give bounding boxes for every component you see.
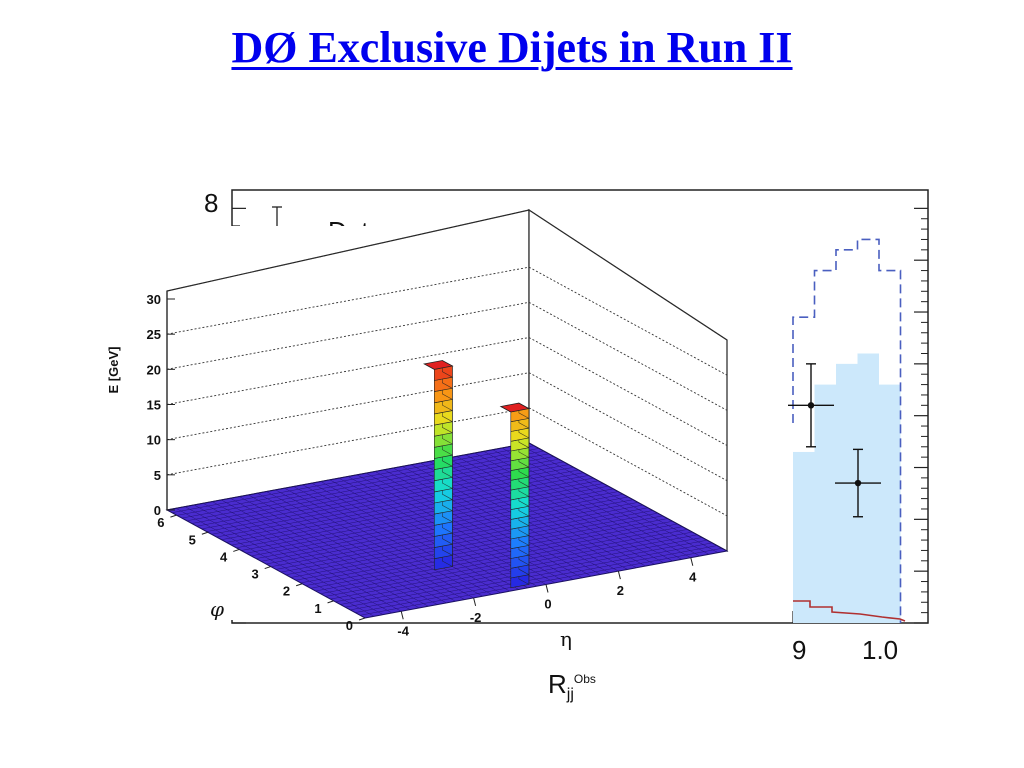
floor-grid-line	[365, 472, 565, 582]
y-tick-label: 8	[204, 188, 218, 218]
floor-grid-line	[465, 454, 664, 563]
data-point	[807, 402, 815, 409]
floor-grid-line	[206, 464, 569, 532]
grid-line	[528, 266, 728, 376]
z-axis-title: E [GeV]	[106, 347, 121, 394]
floor-grid-line	[456, 456, 655, 565]
grid-line	[528, 301, 728, 411]
floor-grid-line	[176, 448, 539, 516]
floor-grid-line	[519, 444, 719, 553]
floor-grid-line	[393, 467, 592, 577]
eta-tick-label: -2	[470, 610, 482, 625]
grid-line	[166, 372, 530, 441]
eta-tick-label: -4	[397, 623, 409, 638]
x-axis-title: RjjObs	[548, 669, 596, 703]
grid-line	[528, 407, 728, 517]
grid-line	[166, 266, 530, 335]
eta-tick	[545, 584, 549, 593]
grid-line	[528, 372, 728, 482]
floor-grid-line	[447, 457, 646, 567]
floor-grid-line	[181, 450, 544, 519]
eta-tick-label: 4	[689, 570, 697, 585]
phi-tick	[358, 617, 366, 621]
phi-tick	[170, 514, 177, 518]
floor-grid-line	[438, 459, 637, 568]
phi-axis-title: φ	[210, 597, 224, 621]
phi-tick	[233, 548, 240, 552]
tower-top	[423, 360, 454, 370]
z-tick-label: 25	[147, 327, 161, 342]
floor-grid-line	[501, 447, 700, 557]
histogram-bar	[793, 451, 815, 623]
tower-top	[499, 402, 531, 413]
x-tick-label: 1.0	[862, 635, 898, 665]
z-tick-label: 15	[147, 398, 161, 413]
floor-grid-line	[231, 477, 594, 546]
rjj-histogram: 891.0DataRjjObs	[204, 188, 929, 703]
grid-line	[166, 407, 530, 476]
z-tick-label: 30	[147, 292, 161, 307]
histogram-bar	[857, 353, 879, 623]
grid-line	[166, 209, 530, 292]
lego-plot: 0 5 10 15 20 25 30 E [GeV] 0 1 2 3 4 5 6 φ -4 -2 0 2 4 η	[106, 208, 729, 651]
phi-tick-label: 2	[283, 584, 290, 599]
z-tick-label: 10	[147, 433, 161, 448]
floor-grid-line	[186, 453, 549, 522]
floor-grid-line	[191, 456, 554, 524]
floor-grid-line	[241, 483, 604, 551]
grid-line	[528, 209, 728, 341]
grid-line	[528, 337, 728, 446]
floor-grid-line	[510, 446, 710, 555]
floor-grid-line	[236, 480, 599, 549]
phi-tick-label: 5	[189, 532, 196, 547]
phi-tick	[295, 583, 303, 587]
eta-axis-title: η	[560, 627, 572, 651]
floor-grid-line	[246, 485, 609, 554]
floor-grid-line	[251, 488, 614, 557]
eta-tick	[400, 611, 404, 620]
floor-grid-line	[201, 461, 564, 530]
eta-tick-label: 2	[617, 583, 624, 598]
eta-tick	[690, 557, 694, 566]
phi-tick-label: 4	[220, 549, 228, 564]
histogram-bar	[814, 384, 836, 623]
phi-tick-label: 1	[314, 601, 321, 616]
floor-grid-line	[196, 458, 559, 527]
z-tick-label: 5	[154, 468, 161, 483]
x-tick-label: 9	[792, 635, 806, 665]
z-tick-label: 0	[154, 503, 161, 518]
histogram-bar	[879, 384, 901, 623]
phi-tick	[264, 566, 271, 570]
histogram-bar	[836, 363, 858, 623]
dashed-histogram	[792, 238, 902, 623]
floor-grid-line	[474, 452, 673, 562]
eta-tick-label: 0	[544, 597, 551, 612]
grid-line	[166, 301, 530, 370]
eta-tick	[473, 597, 477, 607]
phi-tick-label: 6	[157, 515, 164, 530]
phi-tick	[327, 600, 334, 604]
grid-line	[166, 337, 530, 405]
eta-tick	[617, 570, 621, 580]
red-histogram	[793, 600, 906, 622]
floor-grid-line	[171, 445, 534, 513]
phi-tick	[201, 531, 209, 535]
phi-tick-label: 0	[346, 618, 353, 633]
phi-tick-label: 3	[251, 567, 258, 582]
floor-grid-line	[384, 469, 583, 579]
z-tick-label: 20	[147, 362, 161, 377]
page-title: DØ Exclusive Dijets in Run II	[231, 23, 793, 72]
data-point	[854, 479, 862, 487]
floor-grid-line	[375, 471, 574, 580]
